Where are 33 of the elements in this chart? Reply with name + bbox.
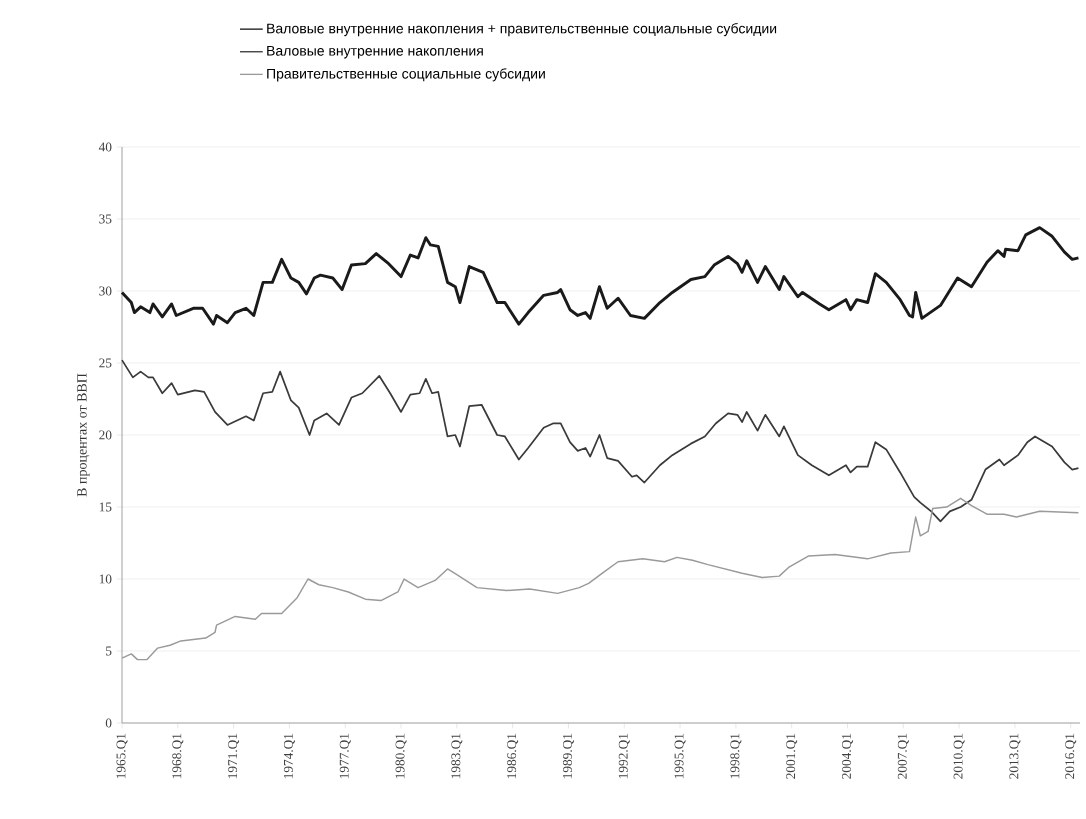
y-tick-label: 10: [99, 574, 112, 584]
x-tick-label: 2001.Q1: [786, 733, 798, 779]
x-tick-label: 1983.Q1: [451, 733, 463, 779]
y-tick-label: 20: [99, 430, 112, 440]
x-tick-label: 1995.Q1: [674, 733, 686, 779]
y-tick-label: 30: [99, 286, 112, 296]
y-tick-label: 35: [99, 214, 112, 224]
x-tick-label: 1971.Q1: [228, 733, 240, 779]
y-tick-label: 25: [99, 358, 112, 368]
x-tick-label: 2010.Q1: [953, 733, 965, 779]
x-tick-label: 2016.Q1: [1065, 733, 1077, 779]
y-tick-label: 0: [105, 718, 112, 728]
x-tick-label: 1974.Q1: [283, 733, 295, 779]
y-tick-label: 40: [98, 142, 112, 152]
x-tick-label: 2013.Q1: [1009, 733, 1021, 779]
x-tick-label: 1992.Q1: [618, 733, 630, 779]
y-axis-title: В процентах от ВВП: [77, 373, 90, 497]
x-tick-label: 2004.Q1: [841, 733, 853, 779]
y-tick-label: 15: [99, 502, 112, 512]
legend-label: Валовые внутренние накопления: [267, 45, 483, 59]
legend-label: Валовые внутренние накопления + правительственные социальные субсидии: [267, 23, 777, 37]
legend-label: Правительственные социальные субсидии: [267, 68, 545, 82]
x-tick-label: 1989.Q1: [562, 733, 574, 779]
x-tick-label: 2007.Q1: [897, 733, 909, 779]
y-tick-label: 5: [106, 646, 112, 656]
line-series: [120, 226, 1080, 326]
x-tick-label: 1965.Q1: [116, 733, 128, 779]
x-tick-label: 1998.Q1: [730, 733, 742, 779]
line-series: [121, 359, 1080, 523]
x-tick-label: 1977.Q1: [339, 733, 351, 779]
x-tick-label: 1968.Q1: [172, 733, 184, 779]
x-tick-label: 1980.Q1: [395, 733, 407, 779]
x-tick-label: 1986.Q1: [507, 733, 519, 779]
